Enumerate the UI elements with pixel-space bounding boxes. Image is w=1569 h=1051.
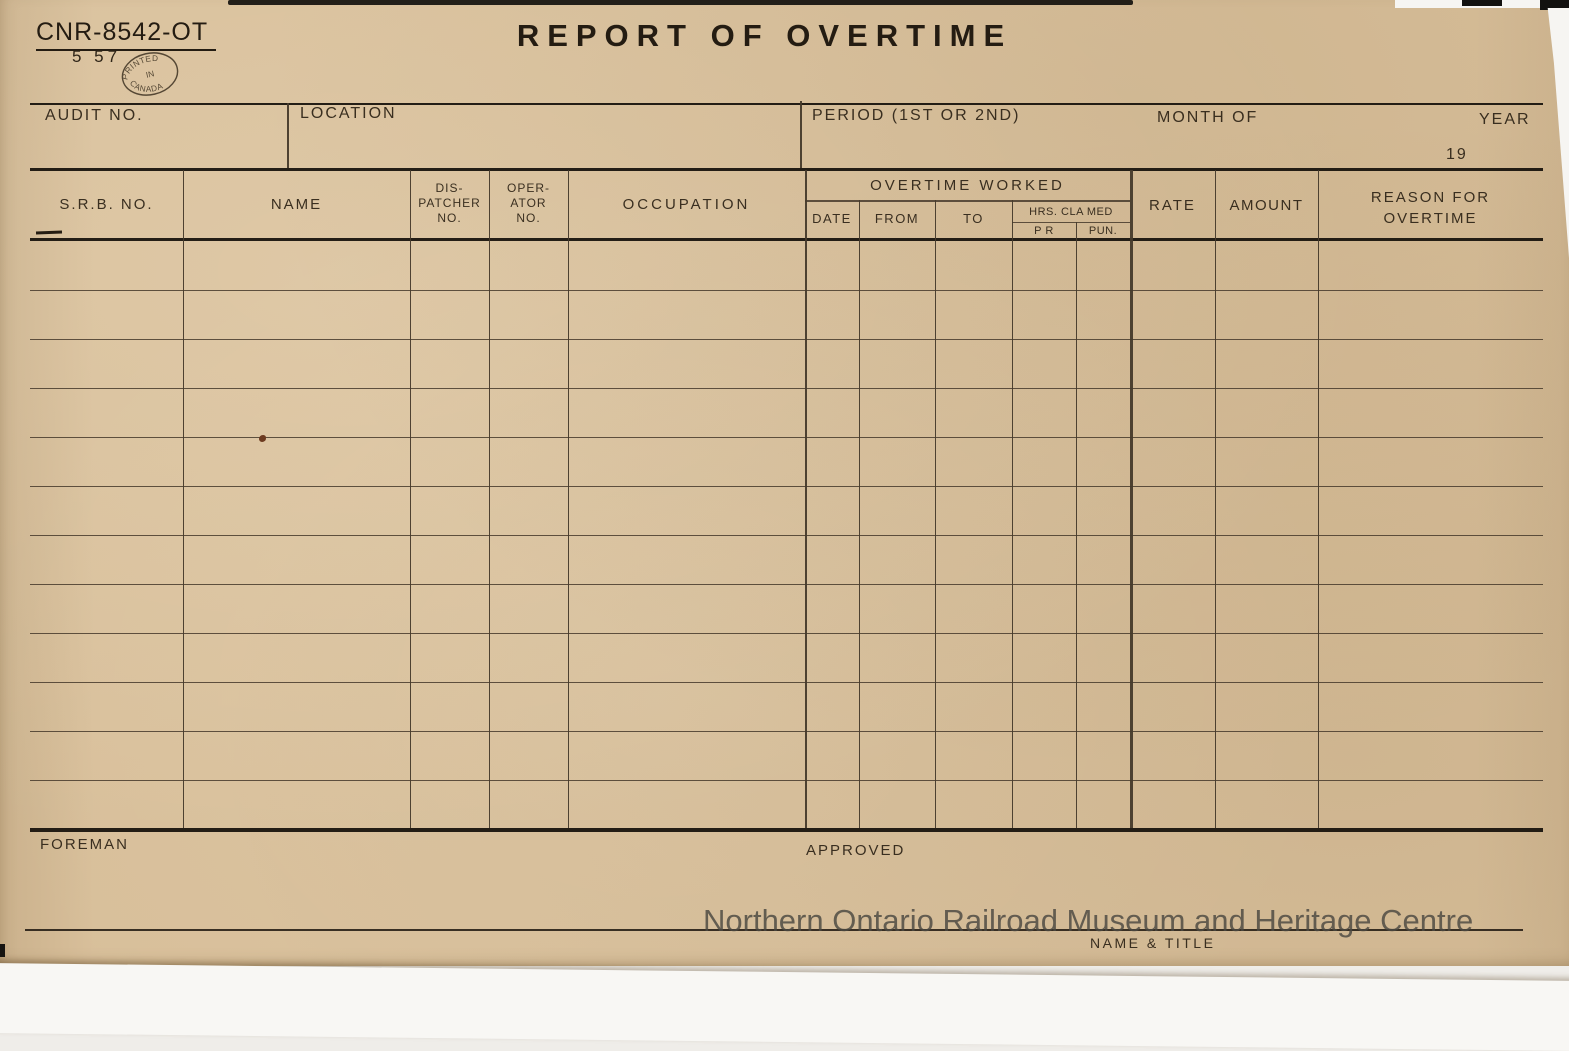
scan-edge-mark-top-right-1 <box>1462 0 1502 6</box>
scan-edge-mark-top-right-2 <box>1540 0 1569 10</box>
col-to: TO <box>963 211 984 226</box>
col-hrs-pun: PUN. <box>1088 225 1118 237</box>
grid-line-v <box>183 170 185 828</box>
table-row[interactable] <box>30 682 1543 731</box>
grid-line-h <box>30 731 1543 733</box>
grid-line-h <box>30 780 1543 782</box>
grid-line-v <box>1012 200 1014 828</box>
col-amount: AMOUNT <box>1229 197 1304 214</box>
location-label: LOCATION <box>300 105 397 122</box>
scan-edge-mark-left <box>0 944 5 957</box>
grid-line-h <box>30 535 1543 537</box>
grid-line-v <box>1215 170 1217 828</box>
table-row[interactable] <box>30 584 1543 633</box>
grid-line-v <box>935 200 937 828</box>
period-label: PERIOD (1ST OR 2ND) <box>812 107 1021 124</box>
col-operator-line3: NO. <box>516 211 541 225</box>
year-field[interactable] <box>1466 140 1536 165</box>
table-row[interactable] <box>30 290 1543 339</box>
table-row[interactable] <box>30 486 1543 535</box>
col-reason-line1: REASON FOR <box>1370 189 1491 206</box>
col-dispatcher-line1: DIS- <box>435 181 464 195</box>
period-field[interactable] <box>1010 105 1140 160</box>
grid-line-h <box>30 437 1543 439</box>
grid-line-h-heavy <box>30 168 1543 171</box>
grid-line-h <box>30 486 1543 488</box>
col-reason-line2: OVERTIME <box>1383 210 1478 227</box>
form-revision-date: 5 57 <box>72 47 122 66</box>
printed-in-canada-stamp: PRINTED IN CANADA <box>117 52 179 99</box>
grid-line-v <box>1130 170 1133 828</box>
name-title-label: NAME & TITLE <box>1090 935 1216 951</box>
grid-line-h <box>30 388 1543 390</box>
location-field[interactable] <box>300 125 780 165</box>
col-operator-no: OPER- ATOR NO. <box>489 181 568 226</box>
col-dispatcher-line2: PATCHER <box>418 196 481 210</box>
col-hrs-claimed: HRS. CLA MED <box>1029 206 1113 218</box>
foreman-label: FOREMAN <box>40 836 129 853</box>
table-row[interactable] <box>30 241 1543 290</box>
col-dispatcher-line3: NO. <box>437 211 462 225</box>
col-overtime-worked: OVERTIME WORKED <box>870 177 1065 194</box>
grid-line-v <box>568 170 570 828</box>
grid-line-v <box>859 200 861 828</box>
grid-line-h <box>30 682 1543 684</box>
grid-line-v <box>800 101 802 168</box>
col-rate: RATE <box>1149 197 1196 214</box>
grid-line-v <box>410 170 412 828</box>
scan-edge-mark-top <box>228 0 1133 5</box>
year-label: YEAR <box>1479 111 1531 128</box>
audit-no-label: AUDIT NO. <box>45 107 144 124</box>
grid-line-h <box>805 200 1130 202</box>
signature-line <box>25 929 1523 931</box>
col-operator-line1: OPER- <box>506 181 550 195</box>
page-title: REPORT OF OVERTIME <box>516 18 1013 53</box>
grid-line-v <box>287 103 289 168</box>
col-srb-no: S.R.B. NO. <box>59 196 154 213</box>
grid-line-h-heavy <box>30 238 1543 241</box>
form-paper: CNR-8542-OT 5 57 PRINTED IN CANADA REPOR… <box>0 0 1569 966</box>
grid-line-v <box>489 170 491 828</box>
col-date: DATE <box>812 211 852 226</box>
museum-watermark: Northern Ontario Railroad Museum and Her… <box>703 903 1474 938</box>
stamp-oval <box>121 52 179 96</box>
col-occupation: OCCUPATION <box>622 196 751 213</box>
form-number: CNR-8542-OT <box>36 18 217 51</box>
approved-label: APPROVED <box>806 842 906 859</box>
table-row[interactable] <box>30 731 1543 780</box>
grid-line-v <box>1076 222 1078 828</box>
audit-no-field[interactable] <box>45 125 275 165</box>
grid-line-h <box>30 633 1543 635</box>
grid-line-h <box>30 290 1543 292</box>
col-hrs-pr: P R <box>1034 225 1054 237</box>
col-reason: REASON FOR OVERTIME <box>1318 187 1543 229</box>
foreman-signature-field[interactable] <box>40 855 640 915</box>
col-dispatcher-no: DIS- PATCHER NO. <box>410 181 489 226</box>
grid-line-h <box>30 339 1543 341</box>
col-operator-line2: ATOR <box>510 196 547 210</box>
stamp-middle-text: IN <box>145 69 155 80</box>
grid-line-h-heavy <box>30 103 1543 105</box>
col-name: NAME <box>270 196 323 213</box>
col-from: FROM <box>874 211 920 226</box>
table-row[interactable] <box>30 780 1543 828</box>
grid-line-h <box>1012 222 1130 224</box>
overtime-table <box>30 101 1543 832</box>
scan-bottom-border <box>0 963 1569 1051</box>
grid-line-h <box>30 584 1543 586</box>
paper-speck <box>259 435 266 442</box>
table-row[interactable] <box>30 388 1543 437</box>
table-row[interactable] <box>30 339 1543 388</box>
grid-line-v <box>1318 170 1320 828</box>
table-row[interactable] <box>30 437 1543 486</box>
grid-line-h-heavy <box>30 828 1543 832</box>
table-row[interactable] <box>30 535 1543 584</box>
year-prefix: 19 <box>1446 146 1468 163</box>
table-row[interactable] <box>30 633 1543 682</box>
month-of-label: MONTH OF <box>1157 109 1259 126</box>
grid-line-v <box>805 170 807 828</box>
month-field[interactable] <box>1265 105 1445 160</box>
